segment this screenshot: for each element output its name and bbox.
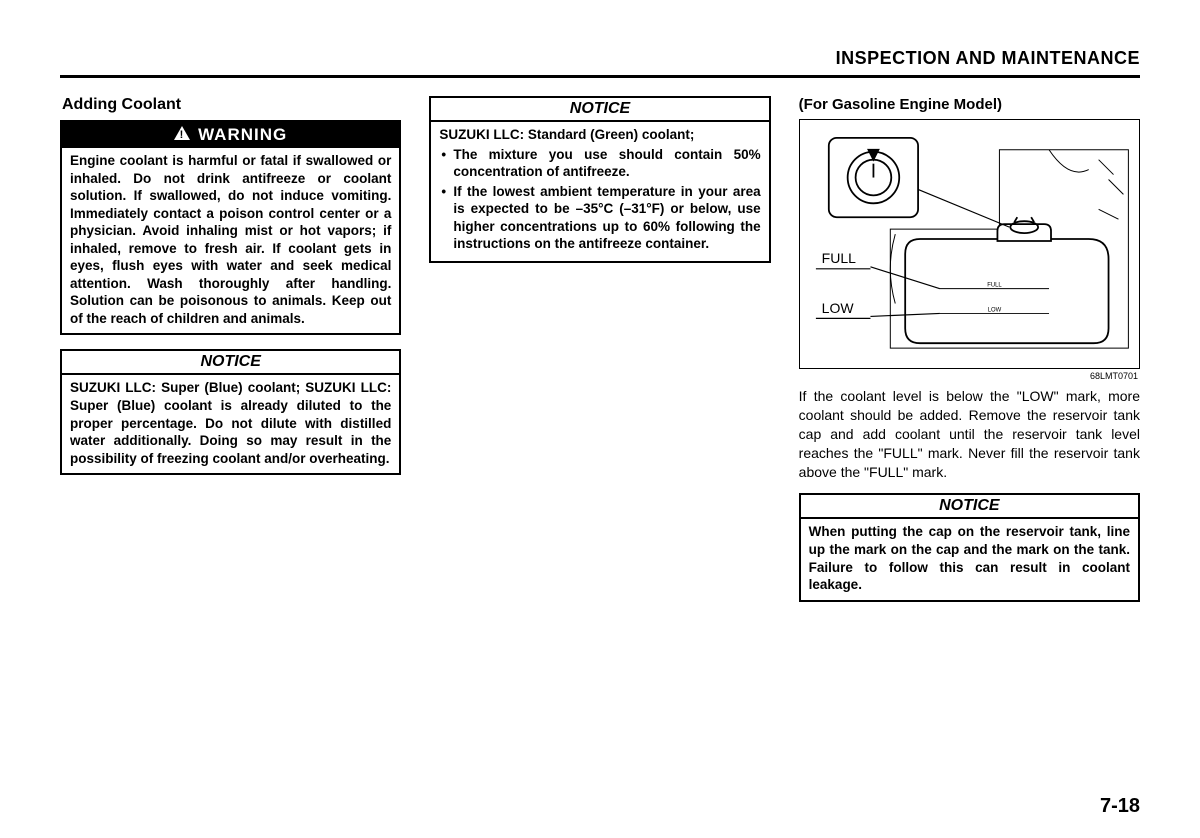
- header-section-title: INSPECTION AND MAINTENANCE: [60, 48, 1140, 75]
- warning-triangle-icon: !: [174, 125, 190, 145]
- page-number: 7-18: [1100, 795, 1140, 818]
- diagram-svg: FULL LOW: [800, 120, 1139, 368]
- diagram-low-label: LOW: [822, 300, 854, 316]
- column-2: NOTICE SUZUKI LLC: Standard (Green) cool…: [429, 96, 770, 616]
- notice-list-item: If the lowest ambient temperature in you…: [453, 183, 760, 253]
- content-columns: Adding Coolant ! WARNING Engine coolant …: [60, 96, 1140, 616]
- tank-full-mark: FULL: [987, 283, 1002, 289]
- notice-intro-2: SUZUKI LLC: Standard (Green) coolant;: [439, 126, 760, 144]
- warning-box: ! WARNING Engine coolant is harmful or f…: [60, 120, 401, 335]
- notice-header-2: NOTICE: [431, 98, 768, 122]
- diagram-full-label: FULL: [822, 250, 856, 266]
- notice-body-2: SUZUKI LLC: Standard (Green) coolant; Th…: [431, 122, 768, 261]
- warning-label: WARNING: [198, 125, 287, 145]
- notice-box-cap: NOTICE When putting the cap on the reser…: [799, 493, 1140, 601]
- notice-list-item: The mixture you use should contain 50% c…: [453, 146, 760, 181]
- tank-low-mark: LOW: [987, 307, 1001, 313]
- warning-body: Engine coolant is harmful or fatal if sw…: [62, 148, 399, 333]
- notice-header-1: NOTICE: [62, 351, 399, 375]
- notice-box-green-coolant: NOTICE SUZUKI LLC: Standard (Green) cool…: [429, 96, 770, 263]
- notice-body-3: When putting the cap on the reservoir ta…: [801, 519, 1138, 599]
- svg-text:!: !: [180, 129, 185, 140]
- coolant-level-instructions: If the coolant level is below the "LOW" …: [799, 387, 1140, 481]
- diagram-id: 68LMT0701: [799, 371, 1140, 381]
- section-title-adding-coolant: Adding Coolant: [62, 96, 401, 114]
- column-3: (For Gasoline Engine Model): [799, 96, 1140, 616]
- notice-header-3: NOTICE: [801, 495, 1138, 519]
- warning-header: ! WARNING: [62, 122, 399, 148]
- subtitle-gasoline-model: (For Gasoline Engine Model): [799, 96, 1140, 113]
- header-rule: [60, 75, 1140, 78]
- coolant-reservoir-diagram: FULL LOW: [799, 119, 1140, 369]
- notice-box-blue-coolant: NOTICE SUZUKI LLC: Super (Blue) coolant;…: [60, 349, 401, 475]
- column-1: Adding Coolant ! WARNING Engine coolant …: [60, 96, 401, 616]
- notice-body-1: SUZUKI LLC: Super (Blue) coolant; SUZUKI…: [62, 375, 399, 473]
